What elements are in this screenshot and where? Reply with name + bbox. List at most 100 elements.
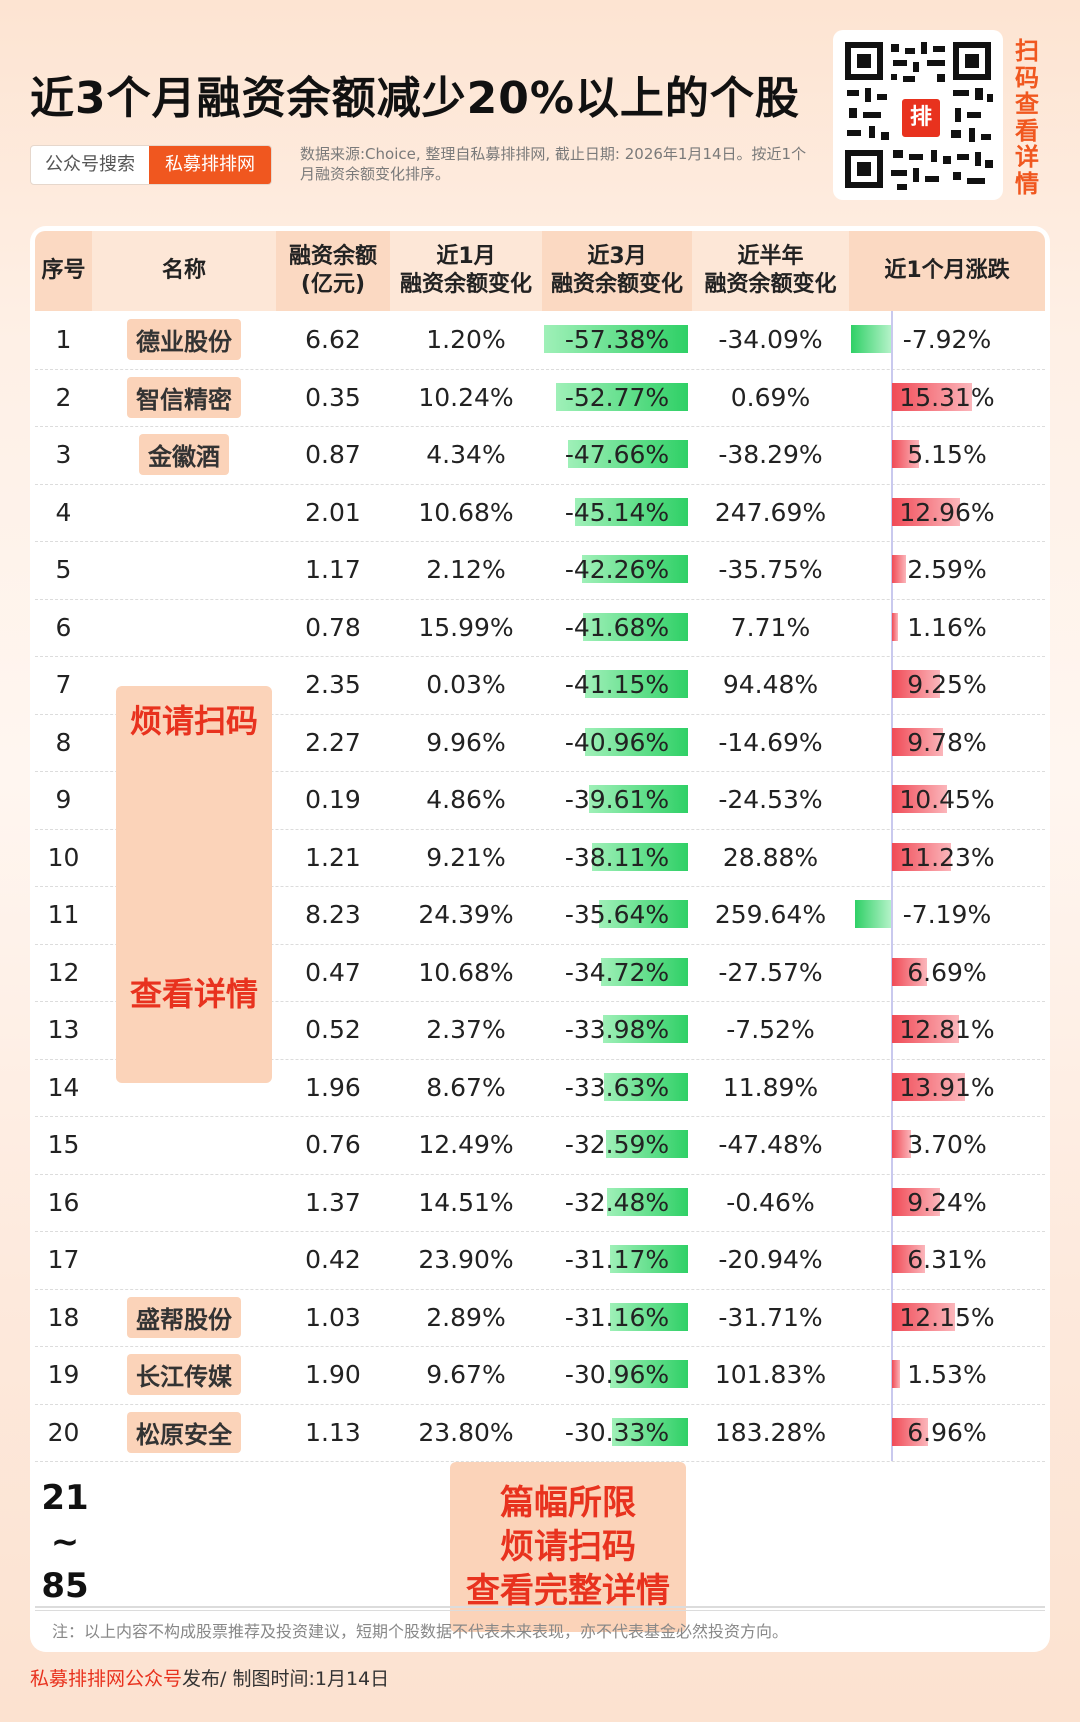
price-change-cell: 11.23% (849, 828, 1045, 886)
change-1m-cell: 9.67% (426, 1360, 506, 1390)
change-3m-bar (592, 842, 688, 871)
change-3m-bar (610, 1360, 688, 1388)
row-number: 16 (47, 1187, 80, 1217)
price-change-bar (851, 325, 891, 353)
table-row: 18 盛帮股份 1.03 2.89% -31.16% -31.71% 12.15% (35, 1288, 1045, 1347)
price-change-value: 12.96% (899, 497, 995, 527)
row-number: 19 (47, 1360, 80, 1390)
hidden-names-overlay[interactable]: 烦请扫码 查看详情 (116, 686, 272, 1083)
price-change-bar (892, 785, 947, 813)
change-3m-value: -32.59% (564, 1130, 670, 1160)
change-3m-bar (583, 612, 688, 641)
row-number: 4 (55, 497, 72, 527)
search-button[interactable]: 私募排排网 (149, 146, 271, 184)
price-change-bar (892, 1302, 956, 1331)
row-number: 14 (47, 1072, 80, 1102)
change-3m-cell: -42.26% (542, 541, 692, 599)
disclaimer-note: 注：以上内容不构成股票推荐及投资建议，短期个股数据不代表未来表现，亦不代表基金必… (52, 1622, 789, 1641)
footer: 私募排排网公众号发布/ 制图时间:1月14日 (30, 1664, 389, 1691)
stock-name-tag[interactable]: 德业股份 (127, 319, 241, 361)
note-divider-thin (35, 1610, 1045, 1611)
change-3m-value: -30.96% (564, 1360, 670, 1390)
more-rows-notice[interactable]: 篇幅所限 烦请扫码 查看完整详情 (450, 1462, 686, 1632)
row-number: 1 (55, 325, 72, 355)
row-number: 18 (47, 1302, 80, 1332)
balance-cell: 0.78 (305, 612, 361, 642)
stock-name-tag[interactable]: 盛帮股份 (127, 1296, 241, 1338)
change-6m-cell: -14.69% (718, 727, 823, 757)
stock-name-cell: 盛帮股份 (92, 1289, 276, 1347)
balance-cell: 6.62 (305, 325, 361, 355)
change-1m-cell: 8.67% (426, 1072, 506, 1102)
change-1m-cell: 23.90% (418, 1245, 514, 1275)
stock-name-tag[interactable]: 松原安全 (127, 1411, 241, 1453)
balance-cell: 0.47 (305, 957, 361, 987)
data-source-note: 数据来源:Choice, 整理自私募排排网, 截止日期: 2026年1月14日。… (300, 145, 807, 183)
table-header: 序号 名称 融资余额 (亿元) 近1月 融资余额变化 近3月 融资余额变化 近半… (35, 231, 1045, 311)
table-row: 1 德业股份 6.62 1.20% -57.38% -34.09% -7.92% (35, 311, 1045, 370)
scan-hint: 扫码查看详情 (1015, 37, 1039, 198)
change-3m-cell: -40.96% (542, 714, 692, 772)
table-row: 5 1.17 2.12% -42.26% -35.75% 2.59% (35, 541, 1045, 600)
note-divider (35, 1606, 1045, 1608)
price-change-cell: 10.45% (849, 771, 1045, 829)
change-3m-value: -32.48% (564, 1187, 670, 1217)
search-box[interactable]: 公众号搜索 私募排排网 (30, 145, 272, 185)
price-change-value: 11.23% (899, 842, 995, 872)
price-change-cell: -7.19% (849, 886, 1045, 944)
change-1m-cell: 12.49% (418, 1130, 514, 1160)
change-3m-bar (598, 900, 688, 928)
change-3m-bar (603, 1072, 688, 1101)
change-6m-cell: 7.71% (730, 612, 811, 642)
change-3m-value: -34.72% (564, 957, 670, 987)
price-change-cell: 5.15% (849, 426, 1045, 484)
change-6m-cell: -38.29% (718, 440, 823, 470)
change-1m-cell: 2.12% (426, 555, 506, 585)
change-6m-cell: -31.71% (718, 1302, 823, 1332)
price-change-value: -7.92% (902, 325, 992, 355)
price-change-bar (892, 1072, 965, 1101)
change-6m-cell: 28.88% (722, 842, 819, 872)
stock-name-tag[interactable]: 金徽酒 (139, 434, 229, 476)
change-3m-value: -40.96% (564, 727, 670, 757)
row-number: 15 (47, 1130, 80, 1160)
stock-name-cell: 长江传媒 (92, 1346, 276, 1404)
price-change-value: 6.31% (907, 1245, 987, 1275)
change-1m-cell: 4.34% (426, 440, 506, 470)
change-3m-value: -47.66% (564, 440, 670, 470)
table-row: 19 长江传媒 1.90 9.67% -30.96% 101.83% 1.53% (35, 1346, 1045, 1405)
footer-text: 发布/ 制图时间:1月14日 (182, 1668, 390, 1690)
change-3m-bar (609, 1302, 688, 1331)
row-number: 5 (55, 555, 72, 585)
row-number: 17 (47, 1245, 80, 1275)
balance-cell: 0.76 (305, 1130, 361, 1160)
change-3m-value: -41.15% (564, 670, 670, 700)
change-3m-value: -33.98% (564, 1015, 670, 1045)
row-number: 12 (47, 957, 80, 987)
table-row: 8 2.27 9.96% -40.96% -14.69% 9.78% (35, 713, 1045, 772)
footer-brand: 私募排排网公众号 (30, 1668, 183, 1690)
price-change-cell: 3.70% (849, 1116, 1045, 1174)
change-6m-cell: -20.94% (718, 1245, 823, 1275)
price-change-cell: 6.69% (849, 943, 1045, 1001)
balance-cell: 0.87 (305, 440, 361, 470)
row-number: 11 (47, 900, 80, 930)
change-3m-cell: -35.64% (542, 886, 692, 944)
price-change-value: 12.15% (899, 1302, 995, 1332)
stock-name-tag[interactable]: 长江传媒 (127, 1354, 241, 1396)
price-change-bar (892, 1245, 925, 1273)
qr-code[interactable]: 排 (833, 30, 1003, 200)
stock-name-tag[interactable]: 智信精密 (127, 376, 241, 418)
data-table-card: 序号 名称 融资余额 (亿元) 近1月 融资余额变化 近3月 融资余额变化 近半… (30, 226, 1050, 1652)
change-3m-value: -35.64% (564, 900, 670, 930)
change-3m-bar (609, 1245, 688, 1273)
hidden-overlay-bottom-text: 查看详情 (129, 975, 258, 1013)
change-3m-value: -45.14% (564, 497, 670, 527)
price-change-value: -7.19% (902, 900, 992, 930)
price-change-cell: 12.81% (849, 1001, 1045, 1059)
change-6m-cell: 101.83% (714, 1360, 827, 1390)
change-3m-bar (568, 440, 688, 468)
qr-code-icon (841, 38, 995, 192)
change-3m-value: -57.38% (564, 325, 670, 355)
